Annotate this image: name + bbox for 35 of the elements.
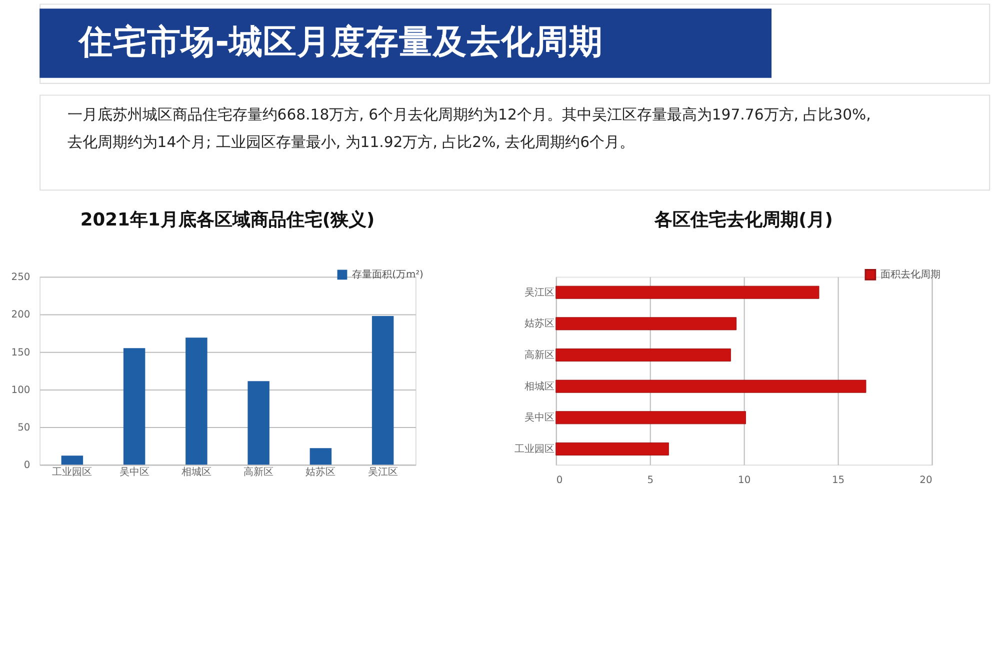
bar bbox=[123, 348, 146, 465]
x-tick-label: 相城区 bbox=[181, 466, 212, 478]
x-tick-label: 姑苏区 bbox=[306, 466, 336, 478]
y-tick-label: 250 bbox=[11, 272, 30, 284]
x-tick-label: 10 bbox=[738, 474, 751, 486]
chart-title: 2021年1月底各区域商品住宅(狭义) bbox=[80, 209, 375, 230]
x-tick-label: 0 bbox=[556, 474, 563, 486]
y-tick-label: 100 bbox=[11, 384, 30, 396]
x-tick-label: 15 bbox=[832, 474, 845, 486]
bar bbox=[61, 456, 84, 465]
x-tick-label: 工业园区 bbox=[52, 466, 92, 478]
y-tick-label: 工业园区 bbox=[514, 442, 554, 455]
x-tick-label: 高新区 bbox=[244, 466, 274, 478]
y-tick-label: 姑苏区 bbox=[524, 318, 554, 330]
y-tick-label: 150 bbox=[11, 347, 30, 358]
legend-label: 存量面积(万m²) bbox=[352, 268, 424, 281]
y-tick-label: 200 bbox=[11, 310, 30, 321]
text: 一月底苏州城区商品住宅存量约668.18万方, 6个月去化周期约为12个月。其中吴江区存量最高为197.76万方, 占比30%, bbox=[67, 106, 871, 124]
y-tick-label: 高新区 bbox=[524, 348, 554, 361]
bar bbox=[248, 381, 270, 465]
legend-label: 面积去化周期 bbox=[880, 268, 940, 281]
text: 住宅市场-城区月度存量及去化周期 bbox=[77, 22, 604, 62]
y-tick-label: 相城区 bbox=[524, 380, 554, 392]
chart-title: 各区住宅去化周期(月) bbox=[654, 209, 833, 230]
y-tick-label: 吴中区 bbox=[524, 412, 554, 424]
text: 去化周期约为14个月; 工业园区存量最小, 为11.92万方, 占比2%, 去化周期约6个月。 bbox=[67, 134, 635, 152]
bar bbox=[310, 448, 332, 465]
x-tick-label: 5 bbox=[647, 474, 654, 486]
y-tick-label: 吴江区 bbox=[524, 286, 554, 298]
y-tick-label: 50 bbox=[18, 422, 30, 434]
bar bbox=[372, 316, 394, 465]
x-tick-label: 吴江区 bbox=[368, 466, 398, 478]
x-tick-label: 20 bbox=[920, 474, 932, 486]
bar bbox=[186, 338, 208, 465]
x-tick-label: 吴中区 bbox=[119, 466, 150, 478]
